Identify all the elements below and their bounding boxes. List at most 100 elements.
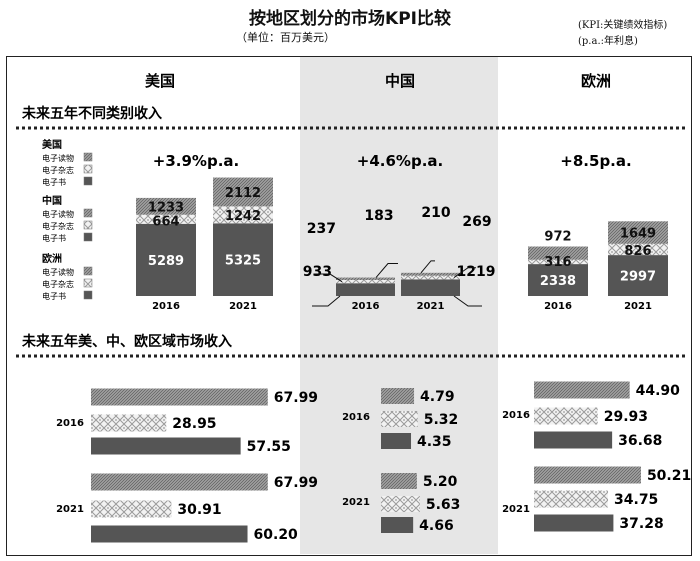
data-label: 44.90 bbox=[636, 383, 681, 399]
stacked-bar-segment bbox=[136, 214, 196, 224]
horizontal-bar bbox=[91, 388, 268, 406]
china-column-background bbox=[300, 57, 498, 554]
data-label: 50.21 bbox=[647, 468, 691, 484]
data-label: 5289 bbox=[148, 254, 184, 269]
stacked-bar-segment bbox=[608, 221, 668, 244]
data-label: 1219 bbox=[457, 264, 496, 280]
stacked-bar-segment bbox=[213, 223, 273, 296]
x-tick-label: 2021 bbox=[229, 301, 257, 312]
leader-line bbox=[420, 260, 435, 274]
growth-rate-label: +3.9%p.a. bbox=[153, 152, 239, 170]
legend-swatch bbox=[83, 176, 93, 186]
horizontal-bar bbox=[534, 466, 641, 484]
horizontal-bar bbox=[91, 414, 167, 432]
data-label: 237 bbox=[307, 221, 336, 237]
data-label: 664 bbox=[152, 215, 179, 230]
section-title-top: 未来五年不同类别收入 bbox=[22, 105, 162, 122]
data-label: 37.28 bbox=[619, 516, 663, 532]
data-label: 30.91 bbox=[177, 502, 221, 518]
section-title-bottom: 未来五年美、中、欧区域市场收入 bbox=[22, 333, 232, 350]
horizontal-bar bbox=[91, 473, 268, 491]
data-label: 34.75 bbox=[614, 492, 658, 508]
data-label: 2338 bbox=[540, 274, 576, 289]
stacked-bar-segment bbox=[401, 275, 460, 280]
horizontal-bar bbox=[381, 411, 418, 427]
growth-rate-label: +8.5p.a. bbox=[560, 152, 631, 170]
legend-item-label: 电子读物 bbox=[42, 209, 74, 219]
leader-line bbox=[453, 267, 476, 278]
x-tick-label: 2016 bbox=[152, 301, 180, 312]
data-label: 5325 bbox=[225, 254, 261, 269]
stacked-bar-segment bbox=[608, 243, 668, 256]
legend-swatch bbox=[83, 232, 93, 242]
data-label: 1242 bbox=[225, 209, 261, 224]
region-header: 欧洲 bbox=[581, 72, 611, 90]
leader-line bbox=[375, 263, 398, 278]
data-label: 972 bbox=[544, 230, 571, 245]
horizontal-bar bbox=[381, 517, 414, 533]
legend-group-label: 欧洲 bbox=[42, 252, 62, 265]
legend-swatch bbox=[83, 208, 93, 218]
stacked-bar-segment bbox=[213, 177, 273, 207]
horizontal-bar bbox=[91, 525, 248, 543]
data-label: 4.79 bbox=[420, 389, 455, 405]
legend-swatch bbox=[83, 266, 93, 276]
group-year-label: 2021 bbox=[502, 504, 530, 515]
group-year-label: 2016 bbox=[56, 418, 84, 429]
horizontal-bar bbox=[534, 490, 609, 508]
x-tick-label: 2016 bbox=[544, 301, 572, 312]
data-label: 2112 bbox=[225, 186, 261, 201]
stacked-bar-segment bbox=[528, 264, 588, 296]
legend-swatch bbox=[83, 152, 93, 162]
stacked-bar-segment bbox=[213, 206, 273, 224]
horizontal-bar bbox=[381, 388, 415, 404]
growth-rate-label: +4.6%p.a. bbox=[357, 152, 443, 170]
horizontal-bar bbox=[534, 381, 630, 399]
stacked-bar-segment bbox=[136, 197, 196, 215]
data-label: 269 bbox=[462, 214, 491, 230]
stacked-bar-segment bbox=[336, 280, 395, 284]
x-tick-label: 2016 bbox=[352, 301, 380, 312]
horizontal-bar bbox=[534, 407, 598, 425]
data-label: 2997 bbox=[620, 270, 656, 285]
data-label: 28.95 bbox=[172, 416, 216, 432]
region-header: 中国 bbox=[385, 72, 415, 90]
kpi-note: (KPI:关键绩效指标) bbox=[578, 20, 668, 31]
legend-item-label: 电子书 bbox=[42, 233, 66, 243]
legend-item-label: 电子杂志 bbox=[42, 279, 74, 289]
stacked-bar-segment bbox=[336, 283, 395, 296]
horizontal-bar bbox=[381, 433, 412, 449]
leader-line bbox=[453, 295, 482, 307]
data-label: 67.99 bbox=[274, 475, 318, 491]
legend-item-label: 电子读物 bbox=[42, 267, 74, 277]
legend-swatch bbox=[83, 278, 93, 288]
data-label: 4.35 bbox=[417, 434, 452, 450]
legend-item-label: 电子读物 bbox=[42, 153, 74, 163]
pa-note: (p.a.:年利息) bbox=[578, 36, 638, 47]
horizontal-bar bbox=[381, 473, 417, 489]
leader-line bbox=[312, 295, 341, 307]
stacked-bar-segment bbox=[401, 279, 460, 296]
data-label: 316 bbox=[544, 255, 571, 270]
stacked-bar-segment bbox=[528, 246, 588, 260]
horizontal-bar bbox=[91, 500, 172, 518]
stacked-bar-segment bbox=[401, 272, 460, 276]
stacked-bar-segment bbox=[136, 223, 196, 296]
group-year-label: 2016 bbox=[342, 412, 370, 423]
legend-item-label: 电子书 bbox=[42, 291, 66, 301]
legend-group-label: 中国 bbox=[42, 194, 62, 207]
data-label: 933 bbox=[303, 264, 332, 280]
legend-group-label: 美国 bbox=[42, 138, 62, 151]
legend-item-label: 电子书 bbox=[42, 177, 66, 187]
unit-note: （单位：百万美元） bbox=[236, 31, 335, 44]
data-label: 183 bbox=[364, 208, 393, 224]
data-label: 4.66 bbox=[419, 518, 454, 534]
data-label: 5.32 bbox=[424, 412, 459, 428]
data-label: 36.68 bbox=[618, 433, 662, 449]
leader-line bbox=[314, 273, 343, 283]
data-label: 1649 bbox=[620, 227, 656, 242]
group-year-label: 2021 bbox=[342, 497, 370, 508]
legend-item-label: 电子杂志 bbox=[42, 165, 74, 175]
stacked-bar-segment bbox=[336, 277, 395, 281]
